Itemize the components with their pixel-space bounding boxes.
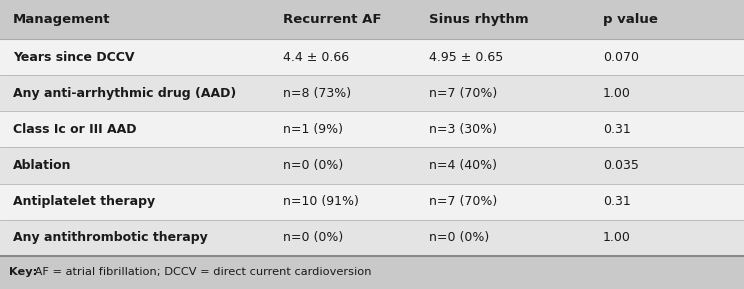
Text: 0.31: 0.31 (603, 123, 630, 136)
Bar (0, 256, 744, 289)
Text: Ablation: Ablation (13, 159, 71, 172)
Text: Recurrent AF: Recurrent AF (283, 13, 381, 26)
Text: n=4 (40%): n=4 (40%) (429, 159, 497, 172)
Text: n=8 (73%): n=8 (73%) (283, 87, 351, 100)
Bar (0, 220, 744, 256)
Text: n=10 (91%): n=10 (91%) (283, 195, 359, 208)
Text: 4.4 ± 0.66: 4.4 ± 0.66 (283, 51, 349, 64)
Text: Sinus rhythm: Sinus rhythm (429, 13, 529, 26)
Text: 4.95 ± 0.65: 4.95 ± 0.65 (429, 51, 504, 64)
Text: 1.00: 1.00 (603, 87, 630, 100)
Text: 0.035: 0.035 (603, 159, 638, 172)
Text: p value: p value (603, 13, 658, 26)
Text: n=7 (70%): n=7 (70%) (429, 87, 498, 100)
Text: 1.00: 1.00 (603, 231, 630, 244)
Text: Any anti-arrhythmic drug (AAD): Any anti-arrhythmic drug (AAD) (13, 87, 236, 100)
Text: Class Ic or III AAD: Class Ic or III AAD (13, 123, 136, 136)
Bar (0, 39, 744, 75)
Text: Years since DCCV: Years since DCCV (13, 51, 134, 64)
Text: Any antithrombotic therapy: Any antithrombotic therapy (13, 231, 208, 244)
Text: n=0 (0%): n=0 (0%) (429, 231, 490, 244)
Bar (0, 111, 744, 147)
Text: n=7 (70%): n=7 (70%) (429, 195, 498, 208)
Text: Key:: Key: (9, 267, 37, 277)
Text: n=3 (30%): n=3 (30%) (429, 123, 497, 136)
Text: n=1 (9%): n=1 (9%) (283, 123, 343, 136)
Text: 0.070: 0.070 (603, 51, 638, 64)
Text: n=0 (0%): n=0 (0%) (283, 231, 343, 244)
Bar (0, 75, 744, 111)
Text: 0.31: 0.31 (603, 195, 630, 208)
Bar (0, 147, 744, 184)
Bar (0, 184, 744, 220)
Text: AF = atrial fibrillation; DCCV = direct current cardioversion: AF = atrial fibrillation; DCCV = direct … (31, 267, 372, 277)
Text: n=0 (0%): n=0 (0%) (283, 159, 343, 172)
Text: Antiplatelet therapy: Antiplatelet therapy (13, 195, 155, 208)
Text: Management: Management (13, 13, 110, 26)
Bar (0, 0, 744, 39)
